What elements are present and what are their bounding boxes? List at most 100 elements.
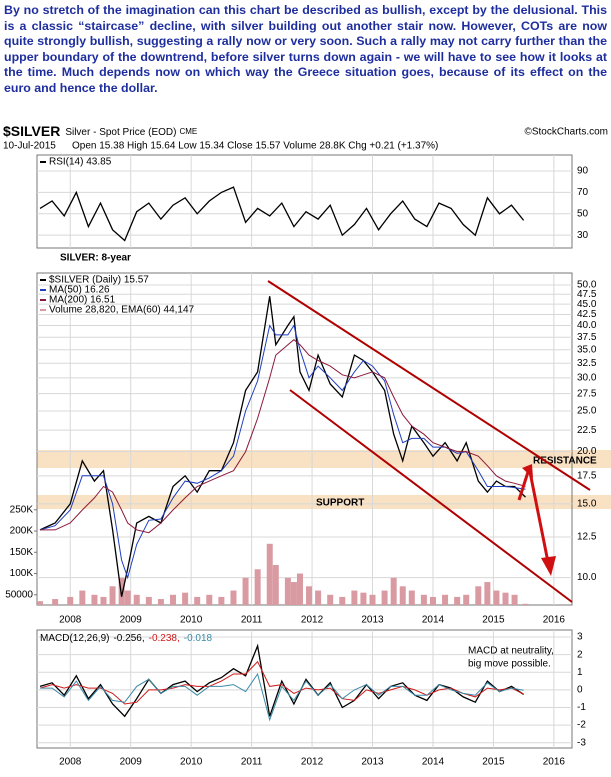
volume-bar — [484, 582, 491, 605]
y-tick-label: 32.5 — [577, 358, 597, 369]
y-tick-label: 3 — [577, 632, 583, 643]
volume-bar — [454, 596, 461, 605]
volume-bar — [284, 577, 291, 605]
y2-tick-label: 250K — [10, 504, 34, 515]
series-line — [39, 324, 526, 580]
volume-bar — [79, 590, 86, 605]
x-tick-label: 2009 — [120, 757, 143, 768]
y-tick-label: 2 — [577, 649, 583, 660]
annotation: RESISTANCE — [533, 456, 597, 467]
volume-bar — [511, 594, 518, 605]
volume-bar — [109, 586, 116, 605]
y-tick-label: 35.0 — [577, 344, 597, 355]
volume-bar — [91, 594, 98, 605]
credit: ©StockCharts.com — [524, 127, 608, 138]
volume-bar — [118, 577, 125, 605]
legend-entry: RSI(14) 43.85 — [49, 157, 112, 168]
volume-bar — [67, 596, 74, 605]
arrow-down-head — [541, 556, 556, 576]
volume-bar — [475, 586, 482, 605]
series-line — [40, 672, 524, 722]
y-tick-label: 40.0 — [577, 320, 597, 331]
subtitle: Silver - Spot Price (EOD) — [65, 127, 176, 138]
volume-bar — [399, 586, 406, 605]
volume-bar — [290, 582, 297, 605]
y-tick-label: 15.0 — [577, 499, 597, 510]
y-tick-label: 10.0 — [577, 572, 597, 583]
x-tick-label: 2012 — [301, 757, 324, 768]
y-tick-label: 50.0 — [577, 280, 597, 291]
volume-bar — [315, 590, 322, 605]
legend-entry: Volume 28,820, EMA(60) 44,147 — [49, 305, 195, 316]
volume-bar — [296, 573, 303, 605]
x-tick-label: 2010 — [180, 615, 203, 626]
y2-tick-label: 200K — [10, 526, 34, 537]
volume-bar — [133, 594, 140, 605]
y-tick-label: 30 — [577, 230, 589, 241]
volume-bar — [218, 596, 225, 605]
panel — [36, 154, 573, 249]
y-tick-label: 25.0 — [577, 406, 597, 417]
arrow-down — [528, 471, 550, 563]
x-tick-label: 2011 — [241, 757, 263, 768]
exchange: CME — [179, 127, 197, 136]
legend-entry: -0.018 — [184, 633, 213, 644]
volume-bar — [522, 603, 529, 605]
y-tick-label: 22.5 — [577, 425, 597, 436]
panel — [36, 272, 573, 606]
volume-bar — [306, 586, 313, 605]
y-tick-label: 90 — [577, 166, 589, 177]
volume-bar — [194, 596, 201, 605]
annotation: SILVER: 8-year — [60, 253, 131, 264]
date: 10-Jul-2015 — [3, 141, 56, 152]
annotation: MACD at neutrality, — [468, 646, 554, 657]
x-tick-label: 2016 — [543, 615, 566, 626]
annotation: SUPPORT — [316, 498, 364, 509]
volume-bar — [442, 594, 449, 605]
volume-bar — [254, 569, 261, 605]
arrow-up — [517, 471, 530, 501]
x-tick-label: 2014 — [422, 757, 445, 768]
support-band — [37, 495, 611, 509]
channel-upper — [267, 280, 591, 491]
y2-tick-label: 50000 — [5, 589, 33, 600]
volume-bar — [381, 590, 388, 605]
x-tick-label: 2015 — [482, 757, 505, 768]
legend-entry: MA(200) 16.51 — [49, 295, 116, 306]
legend-title: MACD(12,26,9) — [40, 633, 109, 644]
legend-entry: -0.238, — [149, 633, 180, 644]
volume-bar — [206, 594, 213, 605]
x-tick-label: 2008 — [59, 615, 82, 626]
y-tick-label: 45.0 — [577, 299, 597, 310]
volume-bar — [157, 599, 164, 605]
x-tick-label: 2015 — [482, 615, 505, 626]
volume-bar — [100, 596, 107, 605]
volume-bar — [429, 596, 436, 605]
x-tick-label: 2010 — [180, 757, 203, 768]
volume-bar — [327, 594, 334, 605]
y-tick-label: 70 — [577, 187, 589, 198]
quote: Open 15.38 High 15.64 Low 15.34 Close 15… — [72, 141, 438, 152]
y-tick-label: -1 — [577, 702, 586, 713]
volume-bar — [369, 594, 376, 605]
y-tick-label: 47.5 — [577, 289, 597, 300]
volume-bar — [420, 594, 427, 605]
y-tick-label: 20.0 — [577, 446, 597, 457]
legend-entry: $SILVER (Daily) 15.57 — [49, 275, 149, 286]
x-tick-label: 2013 — [361, 615, 384, 626]
y-tick-label: 37.5 — [577, 332, 597, 343]
x-tick-label: 2009 — [120, 615, 143, 626]
x-tick-label: 2013 — [361, 757, 384, 768]
y-tick-label: 27.5 — [577, 388, 597, 399]
legend-entry: MA(50) 16.26 — [49, 285, 110, 296]
y-tick-label: 12.5 — [577, 532, 597, 543]
y2-tick-label: 150K — [10, 547, 34, 558]
volume-bar — [266, 543, 273, 605]
symbol: $SILVER — [3, 123, 60, 139]
y-tick-label: -2 — [577, 720, 586, 731]
volume-bar — [463, 594, 470, 605]
resistance-band — [37, 450, 611, 468]
x-tick-label: 2011 — [241, 615, 263, 626]
volume-bar — [182, 592, 189, 605]
y-tick-label: 50 — [577, 208, 589, 219]
